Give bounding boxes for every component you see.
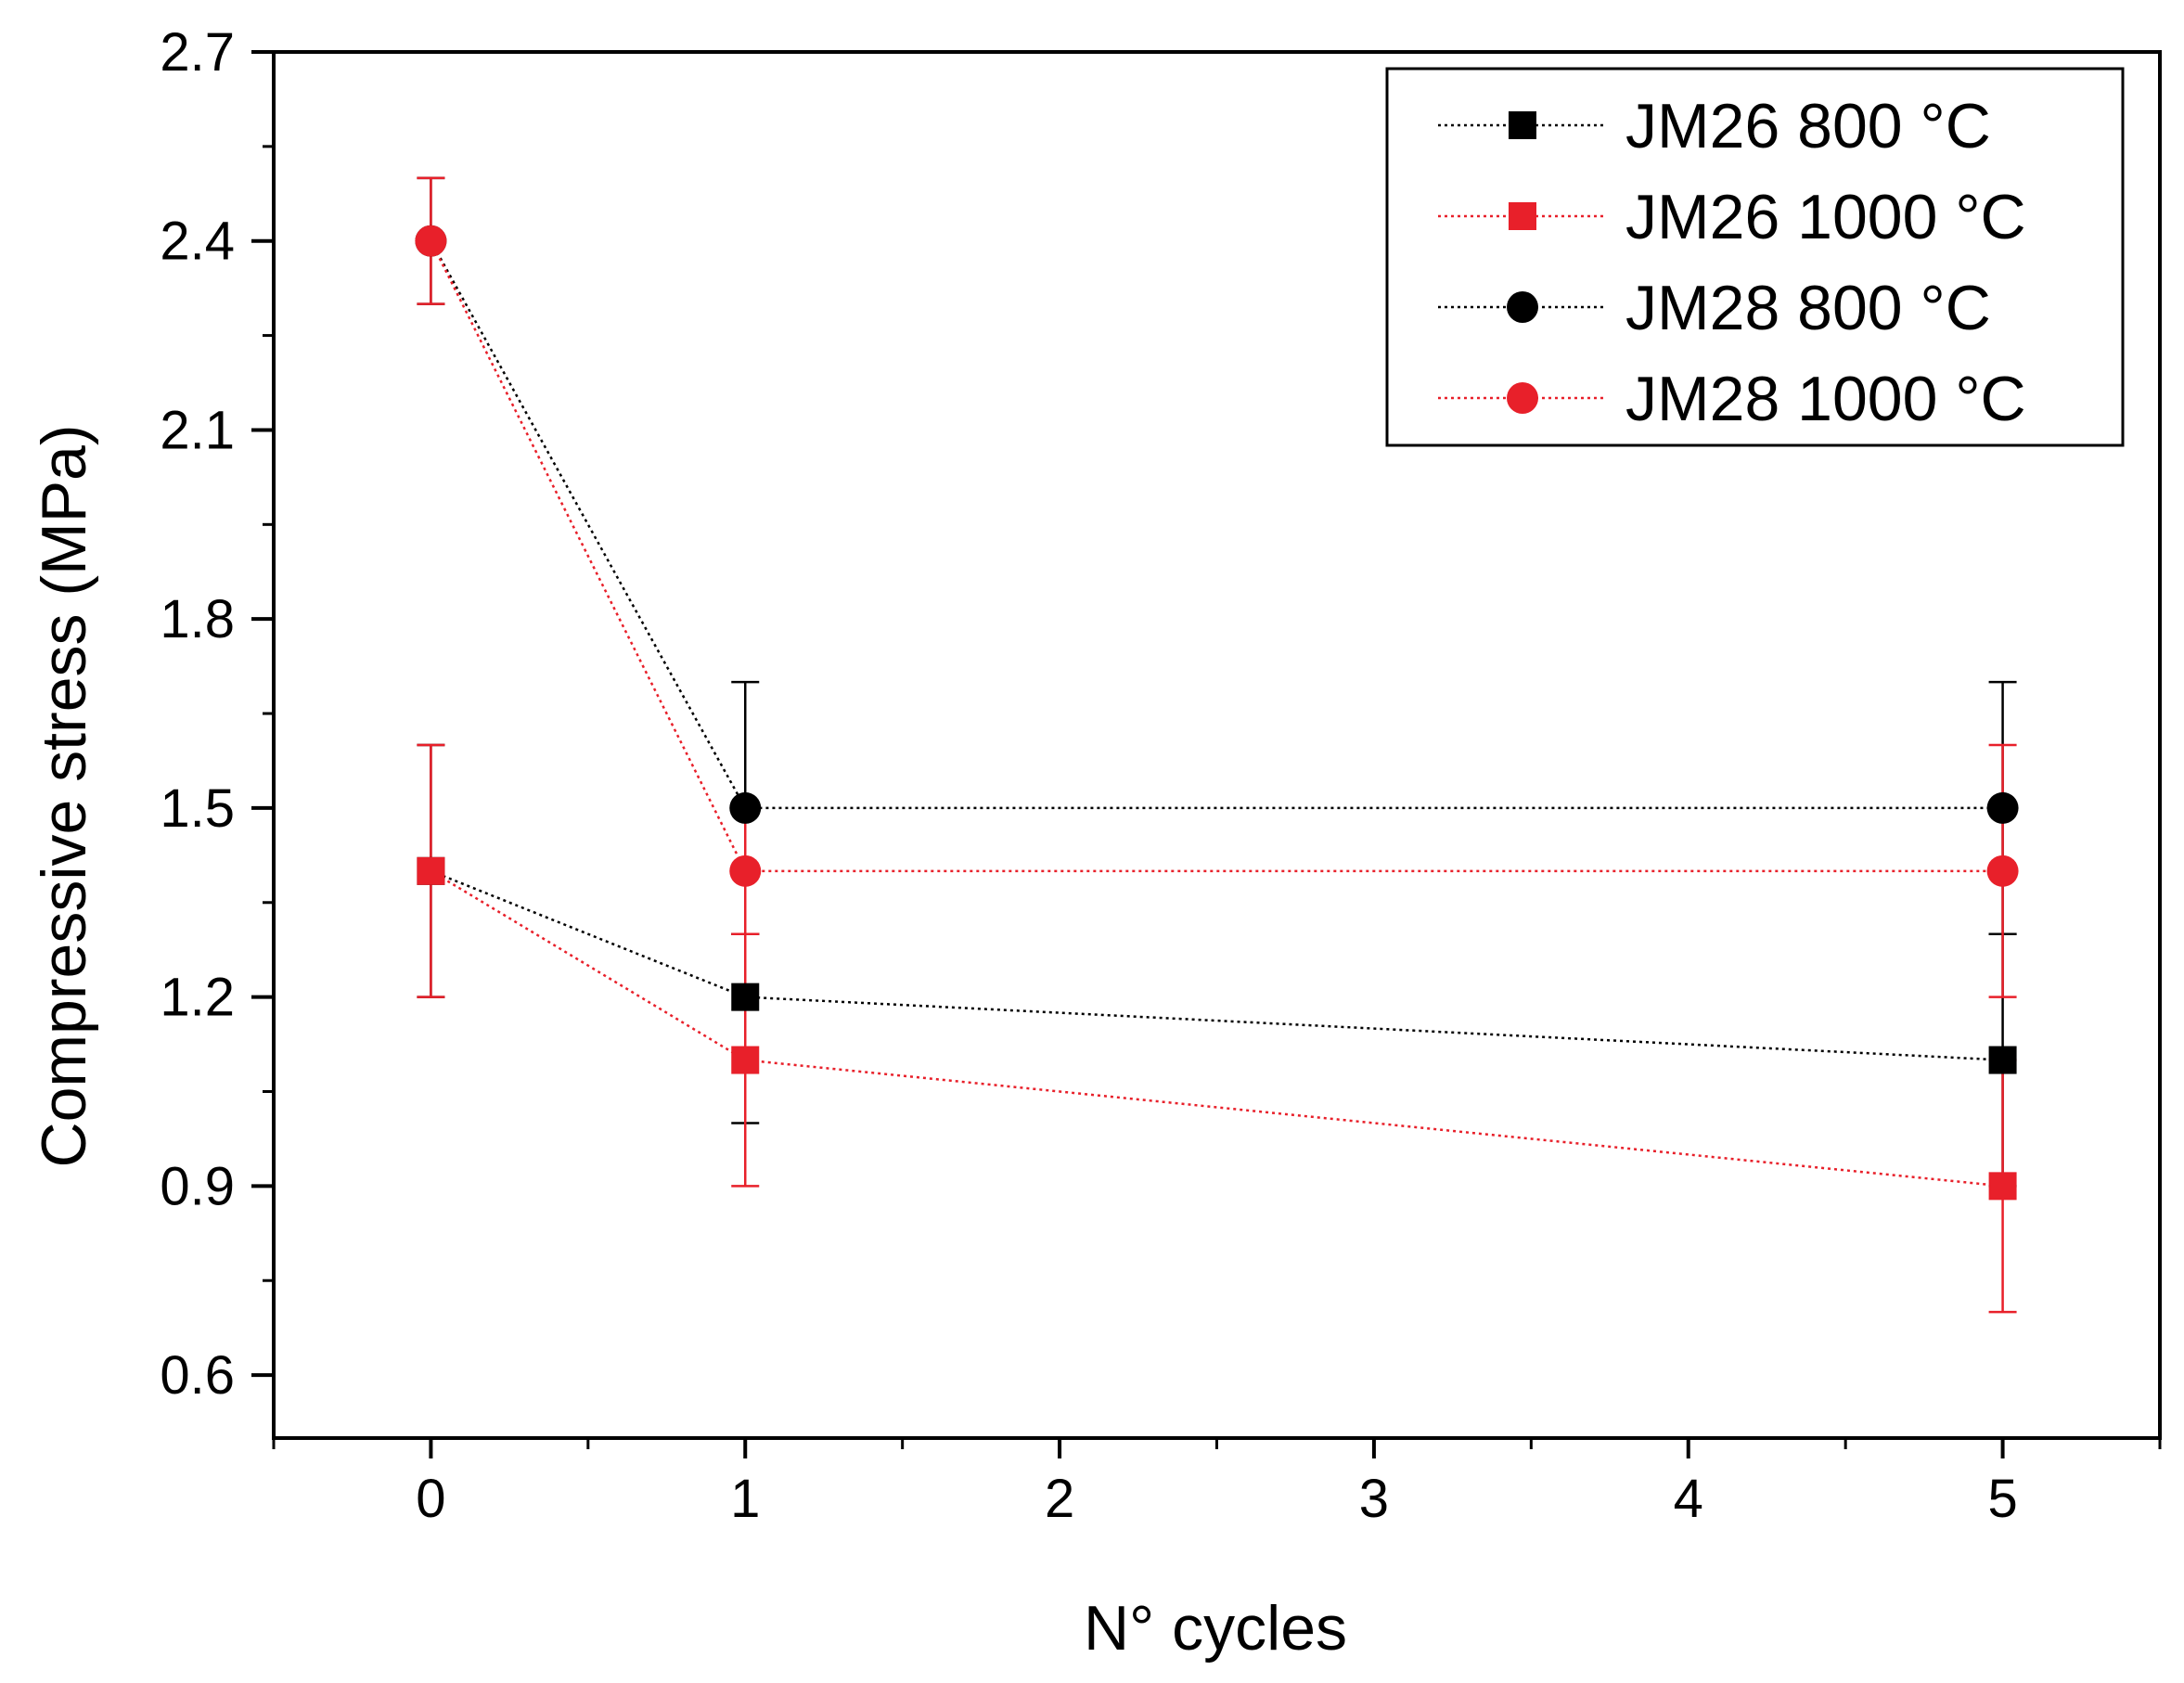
x-tick-label: 2 [1045, 1469, 1074, 1529]
legend-marker-square [1509, 111, 1536, 139]
series-line [430, 869, 2003, 1188]
data-point-circle [415, 225, 447, 257]
data-point-square [1988, 1046, 2017, 1074]
tick-labels: 0 1 2 3 4 5 0.6 0.9 1.2 1.5 1.8 2.1 2.4 2.7 [160, 22, 2017, 1529]
series-line [430, 240, 2003, 810]
legend-marker-square [1509, 202, 1536, 230]
legend-label: JM26 800 °C [1625, 91, 1991, 161]
y-tick-label: 2.1 [160, 400, 235, 460]
x-axis-label: N° cycles [1084, 1593, 1347, 1664]
y-tick-label: 1.5 [160, 778, 235, 839]
data-point-square [731, 983, 760, 1011]
data-point-circle [1986, 854, 2019, 887]
legend: JM26 800 °C JM26 1000 °C JM28 800 °C JM28 1… [1385, 67, 2125, 447]
x-tick-label: 1 [730, 1469, 760, 1529]
series-markers [415, 225, 2019, 1201]
y-tick-label: 0.9 [160, 1156, 235, 1216]
y-tick-label: 1.8 [160, 589, 235, 649]
legend-label: JM26 1000 °C [1625, 182, 2026, 252]
data-point-circle [729, 791, 762, 824]
x-tick-label: 4 [1674, 1469, 1703, 1529]
legend-label: JM28 1000 °C [1625, 364, 2026, 434]
data-point-circle [1986, 791, 2019, 824]
data-point-square [731, 1046, 760, 1074]
legend-marker-circle [1507, 291, 1538, 323]
axis-ticks [251, 50, 2162, 1458]
x-tick-label: 0 [416, 1469, 445, 1529]
legend-marker-circle [1507, 382, 1538, 414]
y-tick-label: 2.4 [160, 212, 235, 272]
data-point-square [1988, 1172, 2017, 1201]
y-tick-label: 0.6 [160, 1345, 235, 1406]
series-line [430, 869, 2003, 1061]
data-point-square [417, 856, 445, 885]
x-tick-label: 3 [1359, 1469, 1389, 1529]
y-tick-label: 1.2 [160, 968, 235, 1028]
y-tick-label: 2.7 [160, 22, 235, 83]
x-tick-label: 5 [1987, 1469, 2017, 1529]
data-point-circle [729, 854, 762, 887]
legend-label: JM28 800 °C [1625, 273, 1991, 343]
y-axis-label: Compressive stress (MPa) [29, 424, 99, 1167]
